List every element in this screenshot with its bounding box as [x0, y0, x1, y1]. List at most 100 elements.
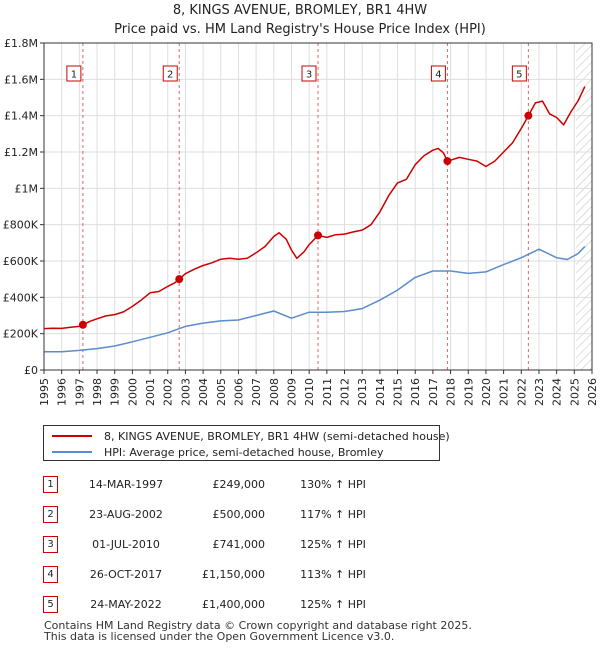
legend-swatch-property	[52, 435, 92, 437]
y-tick-label: £600K	[3, 255, 39, 268]
x-tick-label: 2014	[374, 378, 387, 406]
sale-label-box: 4	[430, 65, 446, 82]
chart-subtitle: Price paid vs. HM Land Registry's House …	[114, 22, 486, 37]
sale-label-frame	[430, 65, 446, 82]
plot-frame	[43, 42, 593, 371]
legend-label-hpi: HPI: Average price, semi-detached house,…	[104, 445, 384, 459]
sale-point	[443, 157, 452, 166]
x-tick-label: 2021	[498, 378, 511, 406]
x-tick-label: 2008	[268, 378, 281, 406]
x-tick-label: 2011	[321, 378, 334, 406]
sale-number-badge: 4	[43, 566, 58, 583]
x-tick-label: 2024	[551, 378, 564, 406]
x-tick-label: 1999	[109, 378, 122, 406]
y-tick-label: £1.6M	[4, 73, 38, 86]
x-tick-label: 2013	[356, 378, 369, 406]
sale-label-box: 2	[162, 65, 178, 82]
sale-label-number: 3	[306, 70, 312, 81]
sale-point	[314, 231, 322, 240]
sale-hpi-change: 125% ↑ HPI	[300, 598, 366, 611]
hpi-line	[43, 245, 586, 353]
x-tick-label: 2012	[339, 378, 352, 406]
sale-label-number: 1	[71, 70, 77, 81]
y-tick-label: £1.4M	[4, 110, 38, 123]
x-tick-label: 2005	[215, 378, 228, 406]
y-tick-label: £0	[24, 364, 38, 377]
x-tick-label: 1998	[91, 378, 104, 406]
sale-label-box: 1	[66, 65, 82, 82]
sale-date: 14-MAR-1997	[88, 478, 164, 491]
sale-row: 4 26-OCT-2017 £1,150,000 113% ↑ HPI	[43, 566, 443, 584]
sale-label-number: 4	[435, 70, 441, 81]
sale-point	[175, 275, 184, 284]
y-tick-label: £1.8M	[4, 37, 38, 50]
x-tick-label: 2017	[427, 378, 440, 406]
footer-copyright: Contains HM Land Registry data © Crown c…	[44, 619, 472, 632]
x-tick-label: 1996	[56, 378, 69, 406]
sale-row: 1 14-MAR-1997 £249,000 130% ↑ HPI	[43, 476, 443, 494]
sale-price: £1,400,000	[202, 598, 265, 611]
x-tick-label: 2023	[533, 378, 546, 406]
x-tick-label: 2025	[568, 378, 581, 406]
sale-date: 24-MAY-2022	[90, 598, 162, 611]
legend-label-property: 8, KINGS AVENUE, BROMLEY, BR1 4HW (semi-…	[104, 429, 450, 443]
x-tick-label: 2026	[586, 378, 599, 406]
sale-price: £500,000	[212, 508, 266, 521]
x-tick-label: 2007	[250, 378, 263, 406]
legend-swatch-hpi	[52, 451, 92, 453]
x-tick-label: 2006	[232, 378, 245, 406]
sale-number-badge: 2	[43, 506, 58, 523]
x-tick-label: 1997	[73, 378, 86, 406]
legend-item-property: 8, KINGS AVENUE, BROMLEY, BR1 4HW (semi-…	[52, 428, 450, 444]
x-tick-label: 2010	[303, 378, 316, 406]
sale-row: 3 01-JUL-2010 £741,000 125% ↑ HPI	[43, 536, 443, 554]
sale-hpi-change: 117% ↑ HPI	[300, 508, 366, 521]
sale-label-frame	[301, 65, 317, 82]
sale-hpi-change: 113% ↑ HPI	[300, 568, 366, 581]
x-tick-label: 1995	[38, 378, 51, 406]
x-tick-label: 2016	[409, 378, 422, 406]
sale-price: £741,000	[212, 538, 266, 551]
x-tick-label: 2018	[445, 378, 458, 406]
sale-label-box: 3	[301, 65, 317, 82]
sale-row: 2 23-AUG-2002 £500,000 117% ↑ HPI	[43, 506, 443, 524]
sale-label-frame	[162, 65, 178, 82]
x-tick-label: 2019	[462, 378, 475, 406]
x-tick-label: 2003	[179, 378, 192, 406]
footer-licence: This data is licensed under the Open Gov…	[44, 630, 395, 643]
x-tick-label: 2022	[515, 378, 528, 406]
sale-label-number: 5	[516, 70, 522, 81]
x-tick-label: 2001	[144, 378, 157, 406]
x-tick-label: 2015	[392, 378, 405, 406]
forecast-hatch-region	[576, 43, 592, 370]
sale-number-badge: 1	[43, 476, 58, 493]
sale-number-badge: 5	[43, 596, 58, 613]
sale-date: 01-JUL-2010	[92, 538, 160, 551]
sale-number-badge: 3	[43, 536, 58, 553]
sale-date: 26-OCT-2017	[89, 568, 163, 581]
footer: Contains HM Land Registry data © Crown c…	[44, 620, 472, 642]
legend: 8, KINGS AVENUE, BROMLEY, BR1 4HW (semi-…	[43, 425, 450, 461]
sale-hpi-change: 125% ↑ HPI	[300, 538, 366, 551]
sale-hpi-change: 130% ↑ HPI	[300, 478, 366, 491]
sale-date: 23-AUG-2002	[89, 508, 163, 521]
x-tick-label: 2004	[197, 378, 210, 406]
y-tick-label: £400K	[3, 291, 39, 304]
x-tick-label: 2020	[480, 378, 493, 406]
y-tick-label: £1.2M	[4, 146, 38, 159]
sale-row: 5 24-MAY-2022 £1,400,000 125% ↑ HPI	[43, 596, 443, 614]
sale-label-frame	[66, 65, 82, 82]
price-chart: 8, KINGS AVENUE, BROMLEY, BR1 4HW Price …	[3, 3, 599, 406]
sale-label-frame	[511, 65, 527, 82]
sale-price: £1,150,000	[202, 568, 265, 581]
y-tick-label: £200K	[3, 328, 39, 341]
legend-item-hpi: HPI: Average price, semi-detached house,…	[52, 444, 383, 460]
y-tick-label: £800K	[3, 219, 39, 232]
chart-title: 8, KINGS AVENUE, BROMLEY, BR1 4HW	[173, 3, 427, 18]
property-price-line	[43, 86, 586, 330]
sale-price: £249,000	[212, 478, 266, 491]
sale-point	[524, 111, 533, 120]
x-tick-label: 2000	[126, 378, 139, 406]
sale-point	[78, 320, 87, 329]
sale-label-box: 5	[511, 65, 527, 82]
